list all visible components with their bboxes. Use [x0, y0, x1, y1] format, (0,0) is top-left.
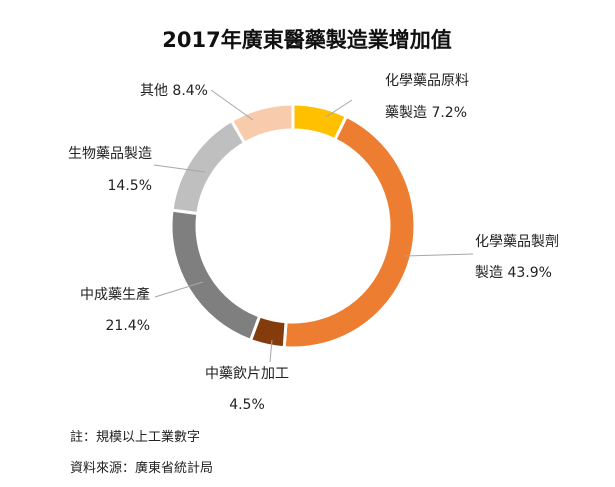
slice-other	[229, 102, 295, 146]
label-api-manufacturing-1: 化學藥品原料	[385, 73, 469, 89]
donut-slices	[169, 102, 417, 350]
leader-preparation-manufacturing	[404, 253, 474, 257]
label-api-manufacturing-2: 藥製造 7.2%	[385, 105, 467, 121]
leader-lines	[153, 89, 474, 363]
leader-tcm-production	[154, 281, 204, 298]
label-tcm-production-1: 中成藥生產	[80, 286, 150, 303]
slice-preparation-manufacturing	[282, 114, 417, 350]
label-other-1: 其他 8.4%	[140, 83, 208, 99]
slice-tcm-production	[169, 208, 262, 343]
label-biological-products-2: 14.5%	[108, 178, 152, 194]
leader-biological-products	[153, 164, 206, 173]
leader-tcm-pieces-processing	[269, 339, 273, 363]
label-preparation-manufacturing-1: 化學藥品製劑	[475, 233, 559, 250]
footnote-source: 資料來源：廣東省統計局	[70, 461, 214, 476]
label-tcm-production-2: 21.4%	[106, 318, 150, 334]
chart-title: 2017年廣東醫藥製造業增加值	[162, 28, 451, 52]
leader-other	[210, 89, 254, 121]
footnote-note: 註：規模以上工業數字	[70, 430, 201, 445]
label-tcm-pieces-processing-1: 中藥飲片加工	[205, 366, 289, 382]
label-preparation-manufacturing-2: 製造 43.9%	[475, 265, 552, 281]
label-biological-products-1: 生物藥品製造	[68, 146, 152, 162]
slice-biological-products	[170, 118, 247, 216]
leader-api-manufacturing	[325, 99, 353, 118]
label-tcm-pieces-processing-2: 4.5%	[229, 397, 265, 413]
